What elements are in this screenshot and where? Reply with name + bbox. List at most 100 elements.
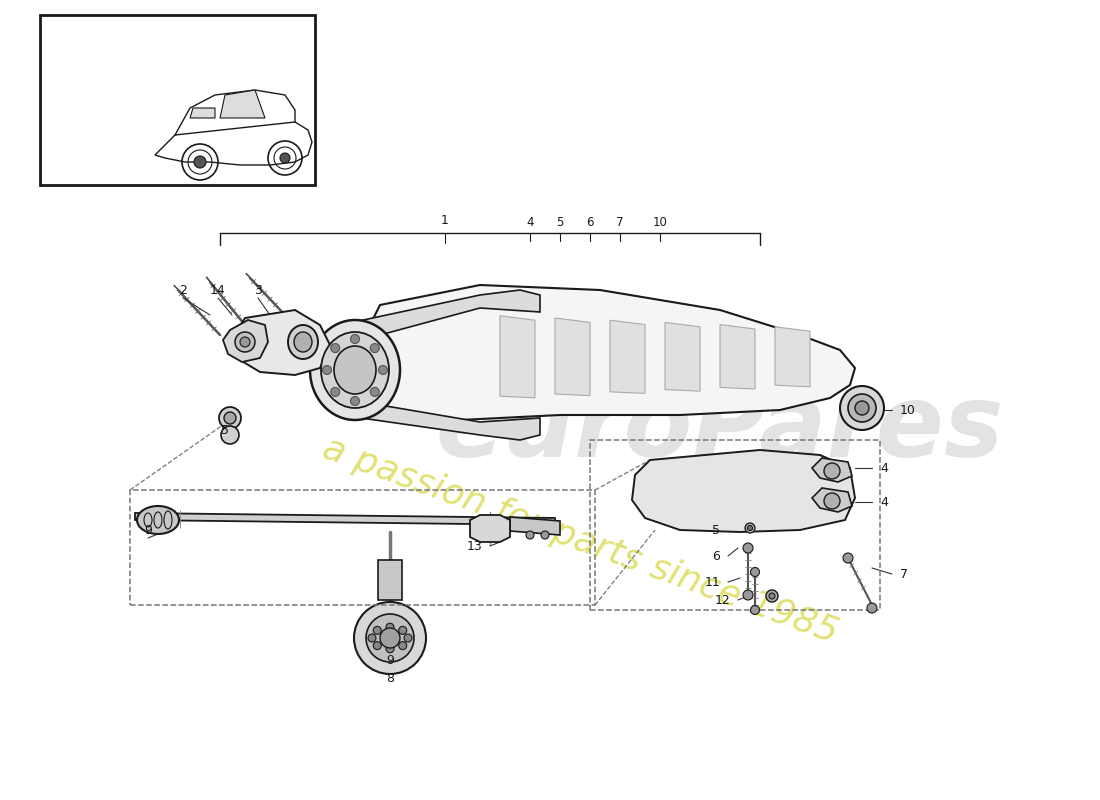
Circle shape: [769, 593, 776, 599]
Ellipse shape: [334, 346, 376, 394]
Circle shape: [379, 628, 400, 648]
Circle shape: [840, 386, 884, 430]
Polygon shape: [135, 513, 556, 525]
Bar: [130, 490, 595, 605]
Circle shape: [373, 642, 382, 650]
Text: 1: 1: [441, 214, 449, 227]
Circle shape: [750, 606, 759, 614]
Text: 10: 10: [652, 217, 668, 230]
Polygon shape: [500, 316, 535, 398]
Circle shape: [366, 614, 414, 662]
Polygon shape: [220, 90, 265, 118]
Circle shape: [398, 626, 407, 634]
Circle shape: [351, 397, 360, 406]
Circle shape: [373, 626, 382, 634]
Text: 5: 5: [712, 523, 720, 537]
Polygon shape: [556, 318, 590, 396]
Polygon shape: [223, 320, 268, 362]
Circle shape: [371, 343, 380, 353]
Circle shape: [398, 642, 407, 650]
Text: 14: 14: [210, 283, 225, 297]
Circle shape: [766, 590, 778, 602]
Circle shape: [386, 645, 394, 653]
Text: a passion for parts since 1985: a passion for parts since 1985: [318, 430, 843, 650]
Ellipse shape: [294, 332, 312, 352]
Polygon shape: [190, 108, 214, 118]
Circle shape: [526, 531, 534, 539]
Text: 6: 6: [712, 550, 720, 562]
Circle shape: [824, 493, 840, 509]
Circle shape: [824, 463, 840, 479]
Text: 9: 9: [386, 654, 394, 666]
Circle shape: [240, 337, 250, 347]
Polygon shape: [246, 274, 254, 282]
Polygon shape: [720, 325, 755, 389]
Text: 11: 11: [704, 575, 720, 589]
Polygon shape: [812, 458, 852, 482]
Text: 5: 5: [557, 217, 563, 230]
Bar: [40, 15, 315, 185]
Ellipse shape: [138, 506, 179, 534]
Circle shape: [280, 153, 290, 163]
Text: 4: 4: [880, 462, 888, 474]
Polygon shape: [666, 322, 700, 391]
Text: 12: 12: [714, 594, 730, 606]
Text: 8: 8: [386, 671, 394, 685]
Circle shape: [745, 523, 755, 533]
Circle shape: [742, 590, 754, 600]
Polygon shape: [632, 450, 855, 532]
Circle shape: [867, 603, 877, 613]
Circle shape: [748, 526, 752, 530]
Circle shape: [219, 407, 241, 429]
Circle shape: [541, 531, 549, 539]
Text: euroPares: euroPares: [436, 382, 1004, 478]
Polygon shape: [812, 488, 852, 512]
Circle shape: [404, 634, 412, 642]
Text: 10: 10: [900, 403, 916, 417]
Text: 7: 7: [616, 217, 624, 230]
Circle shape: [843, 553, 852, 563]
Circle shape: [224, 412, 236, 424]
Polygon shape: [155, 118, 312, 165]
Circle shape: [386, 623, 394, 631]
Text: 13: 13: [466, 539, 482, 553]
Polygon shape: [230, 310, 330, 375]
Polygon shape: [340, 290, 540, 335]
Circle shape: [331, 387, 340, 397]
Polygon shape: [776, 326, 810, 387]
Polygon shape: [510, 517, 560, 535]
Polygon shape: [345, 285, 855, 420]
Polygon shape: [206, 277, 214, 286]
Polygon shape: [174, 286, 183, 294]
Ellipse shape: [321, 332, 389, 408]
Circle shape: [194, 156, 206, 168]
Circle shape: [235, 332, 255, 352]
Polygon shape: [610, 320, 645, 394]
Circle shape: [848, 394, 876, 422]
Text: 7: 7: [900, 567, 908, 581]
Text: 6: 6: [586, 217, 594, 230]
Polygon shape: [340, 405, 540, 440]
Text: 9: 9: [144, 523, 152, 537]
Circle shape: [221, 426, 239, 444]
Circle shape: [378, 366, 387, 374]
Polygon shape: [175, 90, 295, 135]
Circle shape: [331, 343, 340, 353]
Ellipse shape: [288, 325, 318, 359]
Circle shape: [371, 387, 380, 397]
Polygon shape: [378, 560, 402, 600]
Circle shape: [322, 366, 331, 374]
Ellipse shape: [310, 320, 400, 420]
Text: 3: 3: [254, 283, 262, 297]
Circle shape: [750, 567, 759, 577]
Polygon shape: [470, 515, 510, 542]
Circle shape: [368, 634, 376, 642]
Circle shape: [351, 334, 360, 343]
Bar: [590, 440, 880, 610]
Text: 4: 4: [880, 495, 888, 509]
Text: 4: 4: [526, 217, 534, 230]
Circle shape: [742, 543, 754, 553]
Circle shape: [855, 401, 869, 415]
Text: 2: 2: [179, 283, 187, 297]
Text: 5: 5: [221, 423, 229, 437]
